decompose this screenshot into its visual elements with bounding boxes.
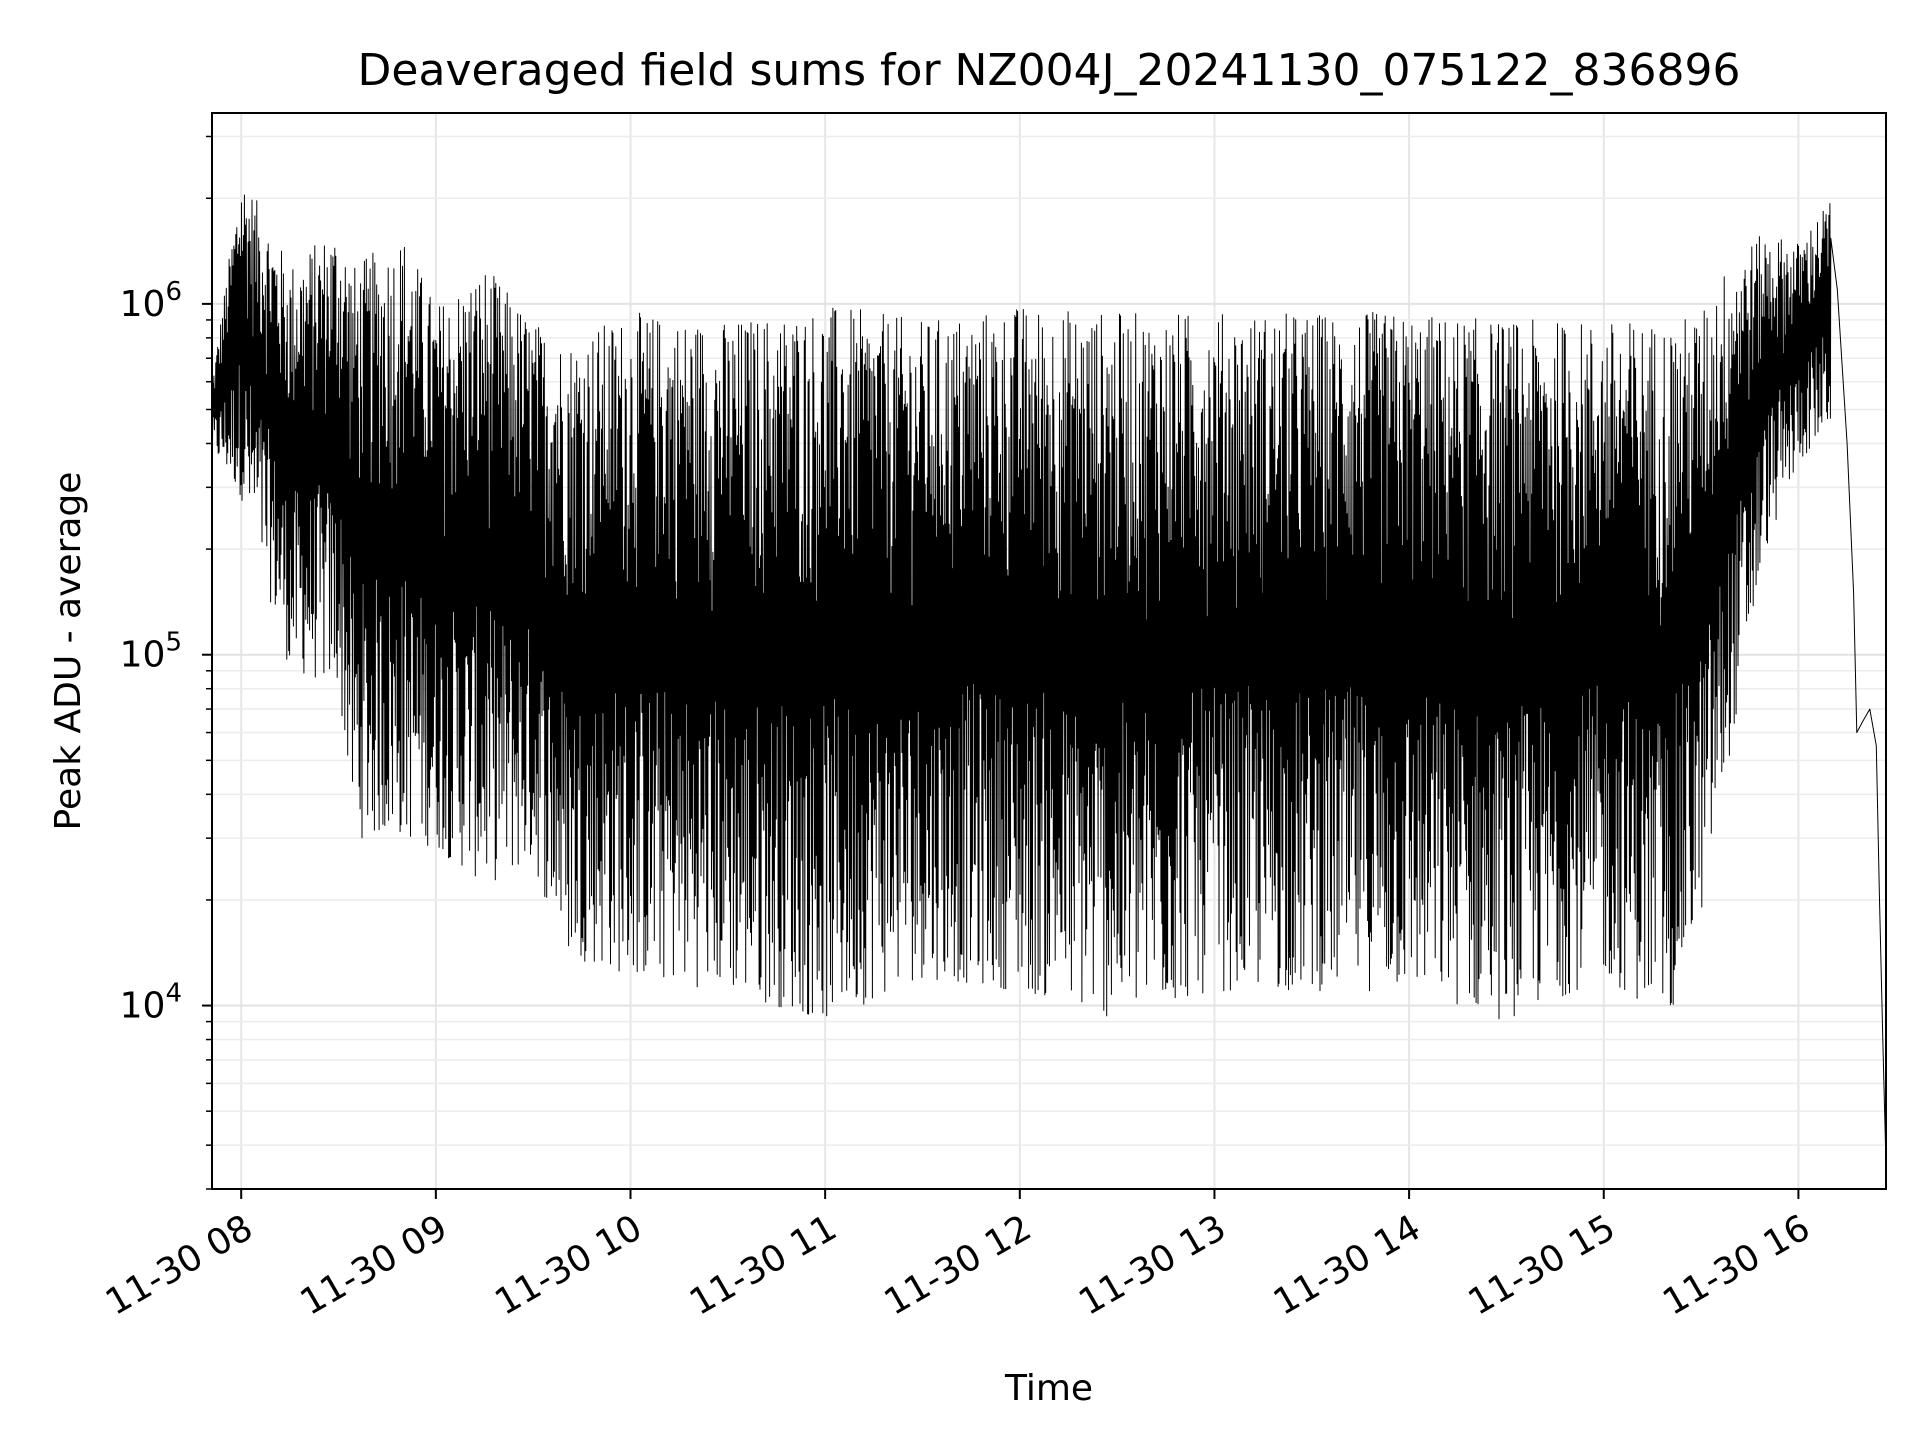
y-tick-label: 104 — [120, 979, 182, 1027]
y-tick-label: 105 — [120, 628, 182, 676]
x-axis-label: Time — [1004, 1368, 1093, 1409]
y-tick-label: 106 — [120, 277, 182, 325]
y-axis-label: Peak ADU - average — [48, 472, 89, 831]
series-line — [211, 194, 1887, 1166]
plot-frame — [211, 112, 1887, 1190]
series-layer — [211, 194, 1887, 1166]
chart-title: Deaveraged field sums for NZ004J_2024113… — [358, 45, 1741, 96]
